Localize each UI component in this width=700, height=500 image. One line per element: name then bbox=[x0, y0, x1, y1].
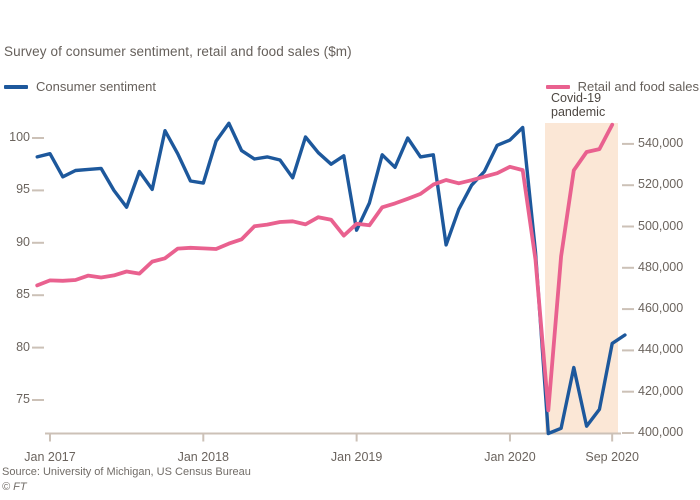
right-axis-tick-label: 400,000 bbox=[638, 425, 684, 439]
left-axis-tick-label: 90 bbox=[16, 234, 30, 249]
left-axis-tick-label: 100 bbox=[9, 130, 30, 144]
right-axis-tick-label: 480,000 bbox=[638, 259, 684, 274]
right-axis-tick-label: 420,000 bbox=[638, 383, 684, 398]
consumer-sentiment-line bbox=[35, 121, 627, 436]
retail-food-sales-line bbox=[35, 122, 615, 413]
x-axis-tick-label: Jan 2019 bbox=[330, 450, 383, 464]
chart-title: Survey of consumer sentiment, retail and… bbox=[4, 44, 352, 59]
left-axis-tick-label: 85 bbox=[16, 287, 30, 302]
left-axis-tick-label: 95 bbox=[16, 182, 30, 197]
retail-food-sales-swatch-icon bbox=[545, 84, 570, 89]
left-axis-tick-label: 75 bbox=[16, 392, 30, 406]
x-axis-tick-label: Jan 2017 bbox=[24, 450, 76, 464]
covid-annotation: Covid-19 pandemic bbox=[551, 91, 606, 119]
covid-annotation-line1: Covid-19 bbox=[551, 91, 602, 105]
right-axis-tick-label: 540,000 bbox=[638, 135, 684, 150]
legend-retail-food-sales-label: Retail and food sales bbox=[577, 79, 699, 94]
legend-consumer-sentiment: Consumer sentiment bbox=[4, 79, 156, 94]
x-axis-tick-label: Jan 2018 bbox=[177, 450, 230, 464]
right-axis-tick-label: 520,000 bbox=[638, 177, 684, 192]
covid-annotation-line2: pandemic bbox=[551, 104, 606, 119]
covid-band bbox=[545, 123, 618, 433]
right-axis-tick-label: 500,000 bbox=[638, 218, 684, 233]
left-axis-tick-label: 80 bbox=[16, 339, 30, 354]
source-note: Source: University of Michigan, US Censu… bbox=[2, 466, 251, 478]
legend-retail-food-sales: Retail and food sales bbox=[545, 79, 699, 94]
x-axis-tick-label: Jan 2020 bbox=[484, 450, 536, 464]
legend-consumer-sentiment-label: Consumer sentiment bbox=[36, 79, 156, 94]
ft-credit: © FT bbox=[2, 481, 27, 493]
consumer-sentiment-swatch-icon bbox=[4, 84, 28, 89]
right-axis-tick-label: 440,000 bbox=[638, 342, 684, 357]
x-axis-tick-label: Sep 2020 bbox=[585, 450, 639, 464]
right-axis-tick-label: 460,000 bbox=[638, 301, 684, 316]
